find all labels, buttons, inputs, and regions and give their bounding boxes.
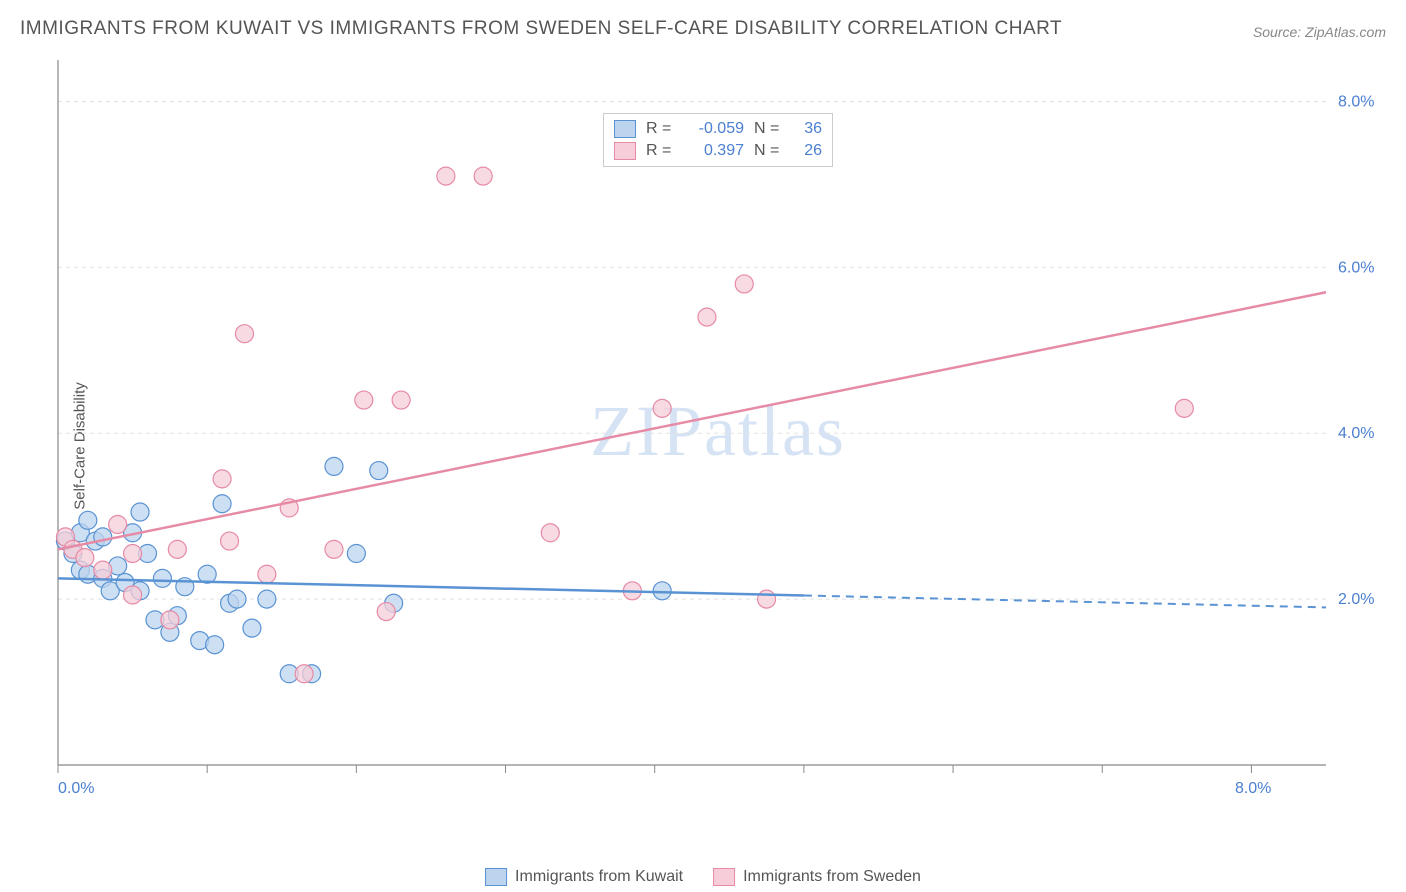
series-legend: Immigrants from Kuwait Immigrants from S… [485, 868, 921, 886]
svg-text:4.0%: 4.0% [1338, 425, 1374, 442]
chart-plot-area: ZIPatlas 2.0%4.0%6.0%8.0%0.0%8.0% R = -0… [50, 55, 1386, 825]
source-prefix: Source: [1253, 24, 1305, 40]
r-label: R = [646, 142, 674, 160]
series-name-sweden: Immigrants from Sweden [743, 868, 921, 886]
n-value-sweden: 26 [792, 142, 822, 160]
scatter-chart: 2.0% 4.0% 6.0% 8.0% 0.0% 8.0% [50, 55, 1386, 825]
r-value-kuwait: -0.059 [684, 120, 744, 138]
series-name-kuwait: Immigrants from Kuwait [515, 868, 683, 886]
n-label: N = [754, 120, 782, 138]
swatch-kuwait [485, 868, 507, 886]
swatch-sweden [614, 142, 636, 160]
legend-row-sweden: R = 0.397 N = 26 [614, 140, 822, 162]
svg-text:8.0%: 8.0% [1338, 93, 1374, 110]
r-label: R = [646, 120, 674, 138]
correlation-legend: R = -0.059 N = 36 R = 0.397 N = 26 [603, 113, 833, 167]
n-label: N = [754, 142, 782, 160]
legend-item-kuwait: Immigrants from Kuwait [485, 868, 683, 886]
legend-item-sweden: Immigrants from Sweden [713, 868, 921, 886]
swatch-sweden [713, 868, 735, 886]
svg-text:0.0%: 0.0% [58, 780, 94, 797]
svg-text:8.0%: 8.0% [1235, 780, 1271, 797]
source-name: ZipAtlas.com [1305, 24, 1386, 40]
n-value-kuwait: 36 [792, 120, 822, 138]
svg-text:2.0%: 2.0% [1338, 591, 1374, 608]
r-value-sweden: 0.397 [684, 142, 744, 160]
legend-row-kuwait: R = -0.059 N = 36 [614, 118, 822, 140]
chart-title: IMMIGRANTS FROM KUWAIT VS IMMIGRANTS FRO… [20, 18, 1062, 40]
swatch-kuwait [614, 120, 636, 138]
chart-source: Source: ZipAtlas.com [1253, 24, 1386, 40]
svg-text:6.0%: 6.0% [1338, 259, 1374, 276]
